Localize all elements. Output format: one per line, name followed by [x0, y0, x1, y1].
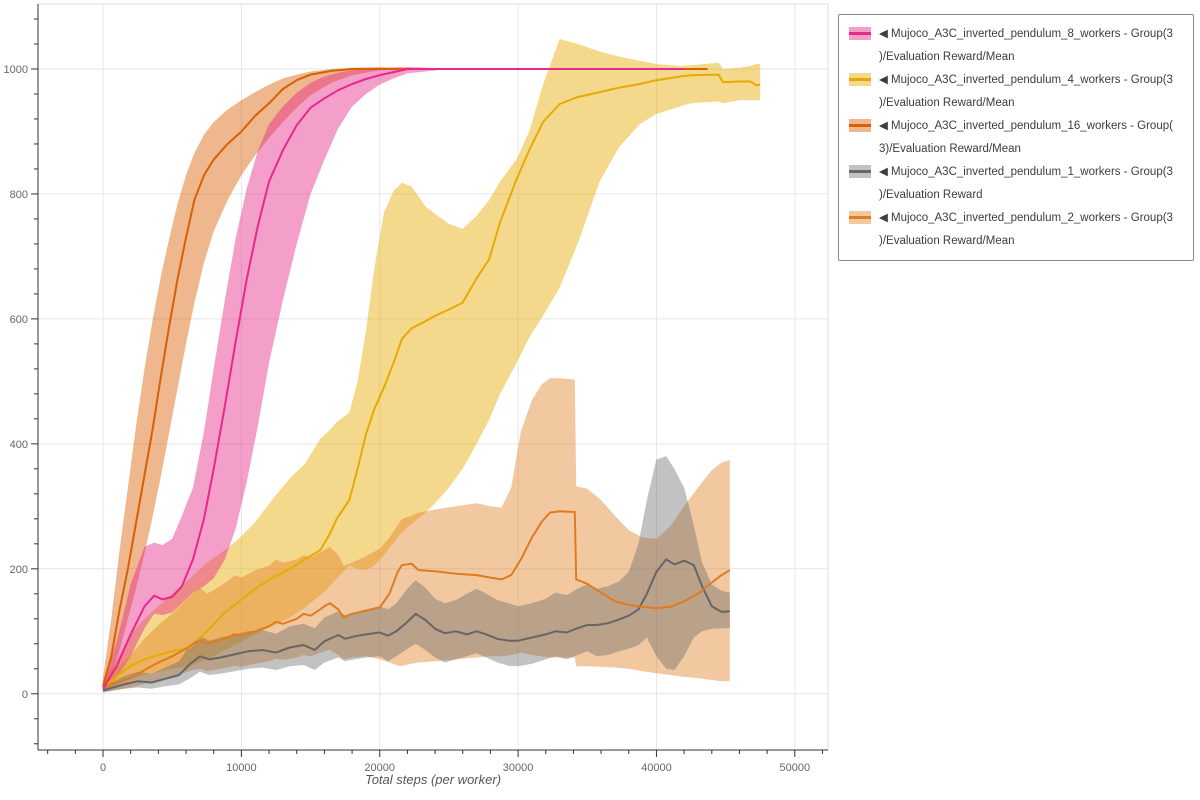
legend-entry-w4: ◀ Mujoco_A3C_inverted_pendulum_4_workers…: [849, 69, 1183, 114]
x-tick-label: 30000: [503, 762, 534, 774]
legend-label: ◀ Mujoco_A3C_inverted_pendulum_4_workers…: [879, 74, 1173, 109]
line-w2: [102, 510, 731, 689]
legend-entry-w2: ◀ Mujoco_A3C_inverted_pendulum_2_workers…: [849, 207, 1183, 252]
y-tick-label: 0: [22, 689, 28, 701]
x-axis-label: Total steps (per worker): [364, 772, 502, 787]
legend-swatch-icon: [849, 165, 871, 178]
legend-label: ◀ Mujoco_A3C_inverted_pendulum_1_workers…: [879, 166, 1173, 201]
y-tick-label: 1000: [4, 64, 28, 76]
x-tick-label: 50000: [779, 762, 810, 774]
band-w4: [103, 39, 761, 692]
line-w8: [102, 68, 683, 690]
legend-swatch-icon: [849, 73, 871, 86]
band-w8: [103, 67, 683, 692]
x-tick-label: 10000: [226, 762, 257, 774]
legend-label: ◀ Mujoco_A3C_inverted_pendulum_16_worker…: [879, 120, 1173, 155]
legend-entry-w16: ◀ Mujoco_A3C_inverted_pendulum_16_worker…: [849, 115, 1183, 160]
x-tick-label: 0: [100, 762, 106, 774]
line-w16: [102, 68, 708, 687]
legend-entry-w1: ◀ Mujoco_A3C_inverted_pendulum_1_workers…: [849, 161, 1183, 206]
legend-swatch-icon: [849, 27, 871, 40]
band-w1: [103, 456, 730, 693]
y-tick-label: 400: [10, 439, 28, 451]
legend: ◀ Mujoco_A3C_inverted_pendulum_8_workers…: [838, 14, 1194, 261]
legend-label: ◀ Mujoco_A3C_inverted_pendulum_2_workers…: [879, 212, 1173, 247]
band-w2: [103, 378, 730, 692]
x-tick-label: 40000: [641, 762, 672, 774]
legend-swatch-icon: [849, 119, 871, 132]
legend-swatch-icon: [849, 211, 871, 224]
x-tick-label: 20000: [364, 762, 395, 774]
line-w1: [102, 558, 730, 692]
y-tick-label: 800: [10, 189, 28, 201]
legend-label: ◀ Mujoco_A3C_inverted_pendulum_8_workers…: [879, 28, 1173, 63]
line-w4: [102, 73, 761, 689]
y-tick-label: 200: [10, 564, 28, 576]
legend-entry-w8: ◀ Mujoco_A3C_inverted_pendulum_8_workers…: [849, 23, 1183, 68]
y-tick-label: 600: [10, 314, 28, 326]
